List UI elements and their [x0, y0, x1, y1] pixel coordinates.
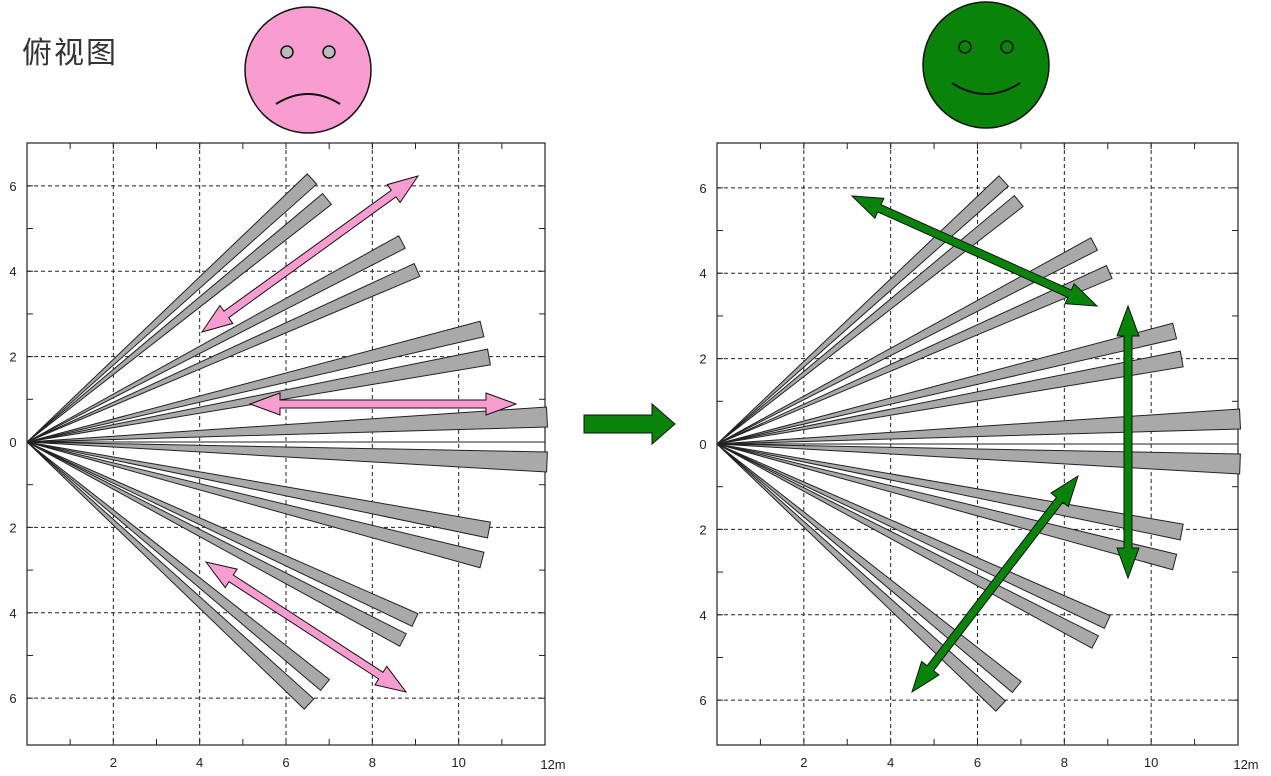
sad-face-icon [244, 6, 372, 134]
detection-beam [26, 441, 492, 539]
detection-beam [716, 322, 1178, 445]
detection-beam [716, 175, 1010, 445]
detection-beam [716, 408, 1242, 445]
tick-label-y: 0 [699, 437, 706, 452]
tick-label-y: 2 [9, 350, 16, 365]
detection-beam [716, 350, 1184, 445]
tick-label-y: 4 [9, 606, 16, 621]
tick-label-y: 6 [9, 691, 16, 706]
tick-label-y: 2 [699, 522, 706, 537]
tick-label-y: 2 [699, 352, 706, 367]
eye-icon [958, 40, 972, 54]
axis-unit-label: 12m [1233, 757, 1258, 772]
detection-beam [716, 443, 1007, 712]
mouth-icon [951, 82, 1021, 95]
tick-label-x: 2 [800, 755, 807, 770]
tick-label-x: 4 [196, 755, 203, 770]
detection-beam [26, 441, 315, 710]
right-arrow-icon [583, 402, 676, 446]
detection-beam [26, 192, 333, 443]
faces [244, 1, 1050, 134]
detection-beam [716, 443, 1178, 571]
detection-beam [26, 441, 331, 692]
detection-beam [26, 441, 548, 473]
movement-arrow [911, 474, 1079, 694]
tick-label-x: 2 [110, 755, 117, 770]
detection-beam [26, 173, 318, 443]
tick-label-y: 6 [699, 693, 706, 708]
tick-label-x: 10 [1144, 755, 1158, 770]
tick-label-y: 4 [9, 264, 16, 279]
detection-beam [716, 443, 1022, 694]
movement-arrow [248, 392, 518, 416]
detection-beam [26, 320, 485, 443]
detection-beam [716, 194, 1024, 445]
tick-label-y: 4 [699, 608, 706, 623]
tick-label-x: 10 [451, 755, 465, 770]
transition-arrow [583, 402, 676, 446]
eye-icon [322, 45, 336, 59]
detection-beam [716, 443, 1111, 630]
detection-beam [716, 443, 1184, 541]
movement-arrow [200, 175, 420, 333]
panel-right: 2 4 6 8 10 12m 6 4 2 0 2 4 6 [699, 142, 1259, 772]
movement-arrow [850, 195, 1099, 307]
detection-beam [26, 262, 421, 443]
detection-beam [716, 443, 1100, 649]
panel-left: 2 4 6 8 10 12m 6 4 2 0 2 4 6 [9, 142, 566, 772]
tick-label-x: 8 [1061, 755, 1068, 770]
tick-label-y: 4 [699, 266, 706, 281]
tick-label-x: 8 [369, 755, 376, 770]
movement-arrow [204, 561, 408, 693]
detection-beam [26, 441, 407, 647]
eye-icon [280, 45, 294, 59]
detection-beam [716, 237, 1099, 445]
detection-beam [26, 235, 406, 443]
detection-beam [716, 264, 1113, 445]
tick-label-x: 4 [887, 755, 894, 770]
eye-icon [1000, 40, 1014, 54]
tick-label-y: 6 [699, 181, 706, 196]
tick-label-x: 6 [282, 755, 289, 770]
detection-beam [26, 406, 549, 443]
detection-beam [26, 441, 485, 569]
detection-beam [716, 443, 1241, 475]
tick-label-x: 6 [974, 755, 981, 770]
tick-label-y: 2 [9, 520, 16, 535]
happy-face-icon [922, 1, 1050, 129]
mouth-icon [275, 93, 341, 105]
detection-beam [26, 441, 419, 628]
axis-unit-label: 12m [540, 757, 565, 772]
page-title: 俯视图 [22, 36, 118, 71]
movement-arrow [1116, 304, 1140, 580]
tick-label-y: 0 [9, 435, 16, 450]
tick-label-y: 6 [9, 179, 16, 194]
